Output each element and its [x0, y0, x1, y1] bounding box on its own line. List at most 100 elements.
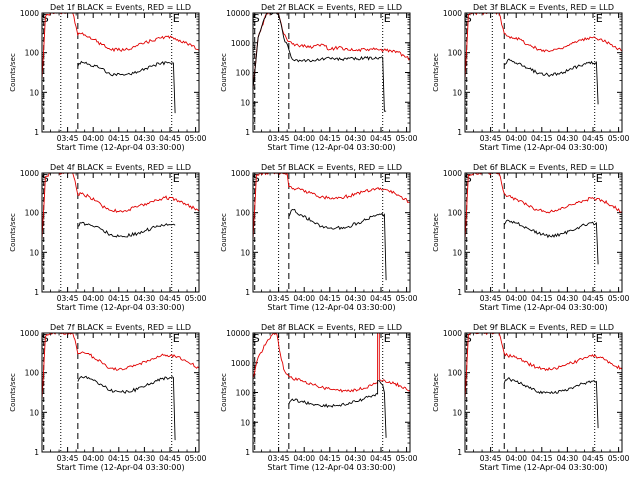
panel-title: Det 4f BLACK = Events, RED = LLD: [50, 163, 191, 172]
x-tick-label: 05:00: [608, 454, 630, 463]
series-group: [465, 13, 622, 105]
y-tick-label: 100: [448, 369, 463, 378]
y-tick-label: 100: [236, 209, 251, 218]
plot-frame: [41, 332, 200, 453]
series-group: [253, 333, 410, 438]
lld-series-line: [253, 333, 410, 393]
panel-7: Det 7f BLACK = Events, RED = LLD 1 10 100 10…: [9, 323, 207, 472]
y-axis-label: Counts/sec: [9, 53, 17, 92]
y-axis-label: Counts/sec: [432, 373, 440, 412]
panel-4: Det 4f BLACK = Events, RED = LLD 1 10 100 10…: [9, 163, 207, 312]
x-tick-label: 03:45: [480, 134, 502, 143]
panel-title: Det 2f BLACK = Events, RED = LLD: [261, 3, 402, 12]
plot-frame: [252, 172, 411, 293]
panel-8: Det 8f BLACK = Events, RED = LLD 1 10 100 10…: [220, 323, 418, 472]
y-tick-label: 100: [25, 209, 40, 218]
x-tick-label: 05:00: [396, 134, 418, 143]
plot-frame: [41, 12, 200, 133]
y-axis-label: Counts/sec: [220, 213, 228, 252]
start-marker-label: S: [253, 332, 260, 345]
y-tick-label: 1000: [231, 169, 250, 178]
y-tick-label: 1: [457, 288, 462, 297]
y-tick-label: 1: [457, 448, 462, 457]
y-tick-label: 10: [452, 88, 462, 97]
panel-2: Det 2f BLACK = Events, RED = LLD 1 10 100 10…: [220, 3, 418, 152]
y-tick-label: 10: [240, 248, 250, 257]
events-series-line: [77, 60, 176, 114]
x-tick-label: 03:45: [268, 454, 290, 463]
x-axis-label: Start Time (12-Apr-04 03:30:00): [479, 463, 607, 472]
lld-series-line: [42, 13, 199, 81]
x-tick-label: 04:00: [82, 454, 104, 463]
x-axis-label: Start Time (12-Apr-04 03:30:00): [267, 143, 395, 152]
x-tick-label: 04:45: [159, 134, 181, 143]
x-axis-label: Start Time (12-Apr-04 03:30:00): [56, 463, 184, 472]
x-tick-label: 05:00: [396, 454, 418, 463]
y-axis-label: Counts/sec: [220, 373, 228, 412]
x-tick-label: 05:00: [608, 294, 630, 303]
plot-frame: [41, 172, 200, 293]
y-tick-label: 10: [452, 408, 462, 417]
x-tick-label: 04:15: [531, 294, 553, 303]
x-tick-label: 04:15: [531, 134, 553, 143]
y-tick-label: 1: [245, 448, 250, 457]
x-tick-label: 04:30: [557, 454, 579, 463]
y-axis-label: Counts/sec: [9, 213, 17, 252]
events-series-line: [253, 13, 387, 112]
x-tick-label: 04:00: [505, 294, 527, 303]
y-tick-label: 1000: [231, 359, 250, 368]
x-tick-label: 04:30: [345, 134, 367, 143]
y-tick-label: 100: [236, 69, 251, 78]
y-tick-label: 1: [457, 128, 462, 137]
series-group: [42, 13, 199, 114]
y-tick-label: 100: [25, 49, 40, 58]
x-tick-label: 04:00: [505, 454, 527, 463]
panel-9: Det 9f BLACK = Events, RED = LLD 1 10 100 10…: [432, 323, 630, 472]
series-group: [465, 173, 622, 265]
events-series-line: [504, 58, 599, 105]
x-tick-label: 05:00: [185, 134, 207, 143]
end-marker-label: E: [384, 332, 391, 345]
panel-title: Det 9f BLACK = Events, RED = LLD: [473, 323, 614, 332]
panel-title: Det 6f BLACK = Events, RED = LLD: [473, 163, 614, 172]
x-axis-label: Start Time (12-Apr-04 03:30:00): [479, 303, 607, 312]
x-tick-label: 04:15: [531, 454, 553, 463]
y-tick-label: 1000: [443, 9, 462, 18]
x-tick-label: 03:45: [268, 134, 290, 143]
x-axis-label: Start Time (12-Apr-04 03:30:00): [479, 143, 607, 152]
panel-6: Det 6f BLACK = Events, RED = LLD 1 10 100 10…: [432, 163, 630, 312]
x-tick-label: 04:45: [370, 134, 392, 143]
panel-title: Det 1f BLACK = Events, RED = LLD: [50, 3, 191, 12]
y-tick-label: 1: [34, 288, 39, 297]
plot-frame: [464, 172, 623, 293]
end-marker-label: E: [384, 172, 391, 185]
series-group: [253, 13, 410, 112]
x-tick-label: 03:45: [57, 294, 79, 303]
y-tick-label: 10: [29, 248, 39, 257]
panel-title: Det 5f BLACK = Events, RED = LLD: [261, 163, 402, 172]
y-tick-label: 1: [34, 128, 39, 137]
x-tick-label: 05:00: [608, 134, 630, 143]
y-tick-label: 100: [25, 369, 40, 378]
series-group: [42, 333, 199, 441]
plot-frame: [252, 12, 411, 133]
y-tick-label: 10: [29, 408, 39, 417]
y-tick-label: 100: [448, 49, 463, 58]
events-series-line: [288, 208, 387, 281]
plot-frame: [252, 332, 411, 453]
end-marker-label: E: [173, 332, 180, 345]
x-axis-label: Start Time (12-Apr-04 03:30:00): [56, 303, 184, 312]
x-tick-label: 04:15: [108, 454, 130, 463]
x-tick-label: 04:45: [582, 134, 604, 143]
x-tick-label: 04:45: [582, 294, 604, 303]
lld-series-line: [253, 173, 410, 241]
x-tick-label: 03:45: [480, 454, 502, 463]
x-tick-label: 04:45: [159, 294, 181, 303]
y-tick-label: 1000: [20, 329, 39, 338]
events-series-line: [503, 219, 599, 265]
y-tick-label: 1: [245, 128, 250, 137]
plot-frame: [464, 332, 623, 453]
y-tick-label: 1000: [20, 169, 39, 178]
x-tick-label: 04:00: [293, 134, 315, 143]
